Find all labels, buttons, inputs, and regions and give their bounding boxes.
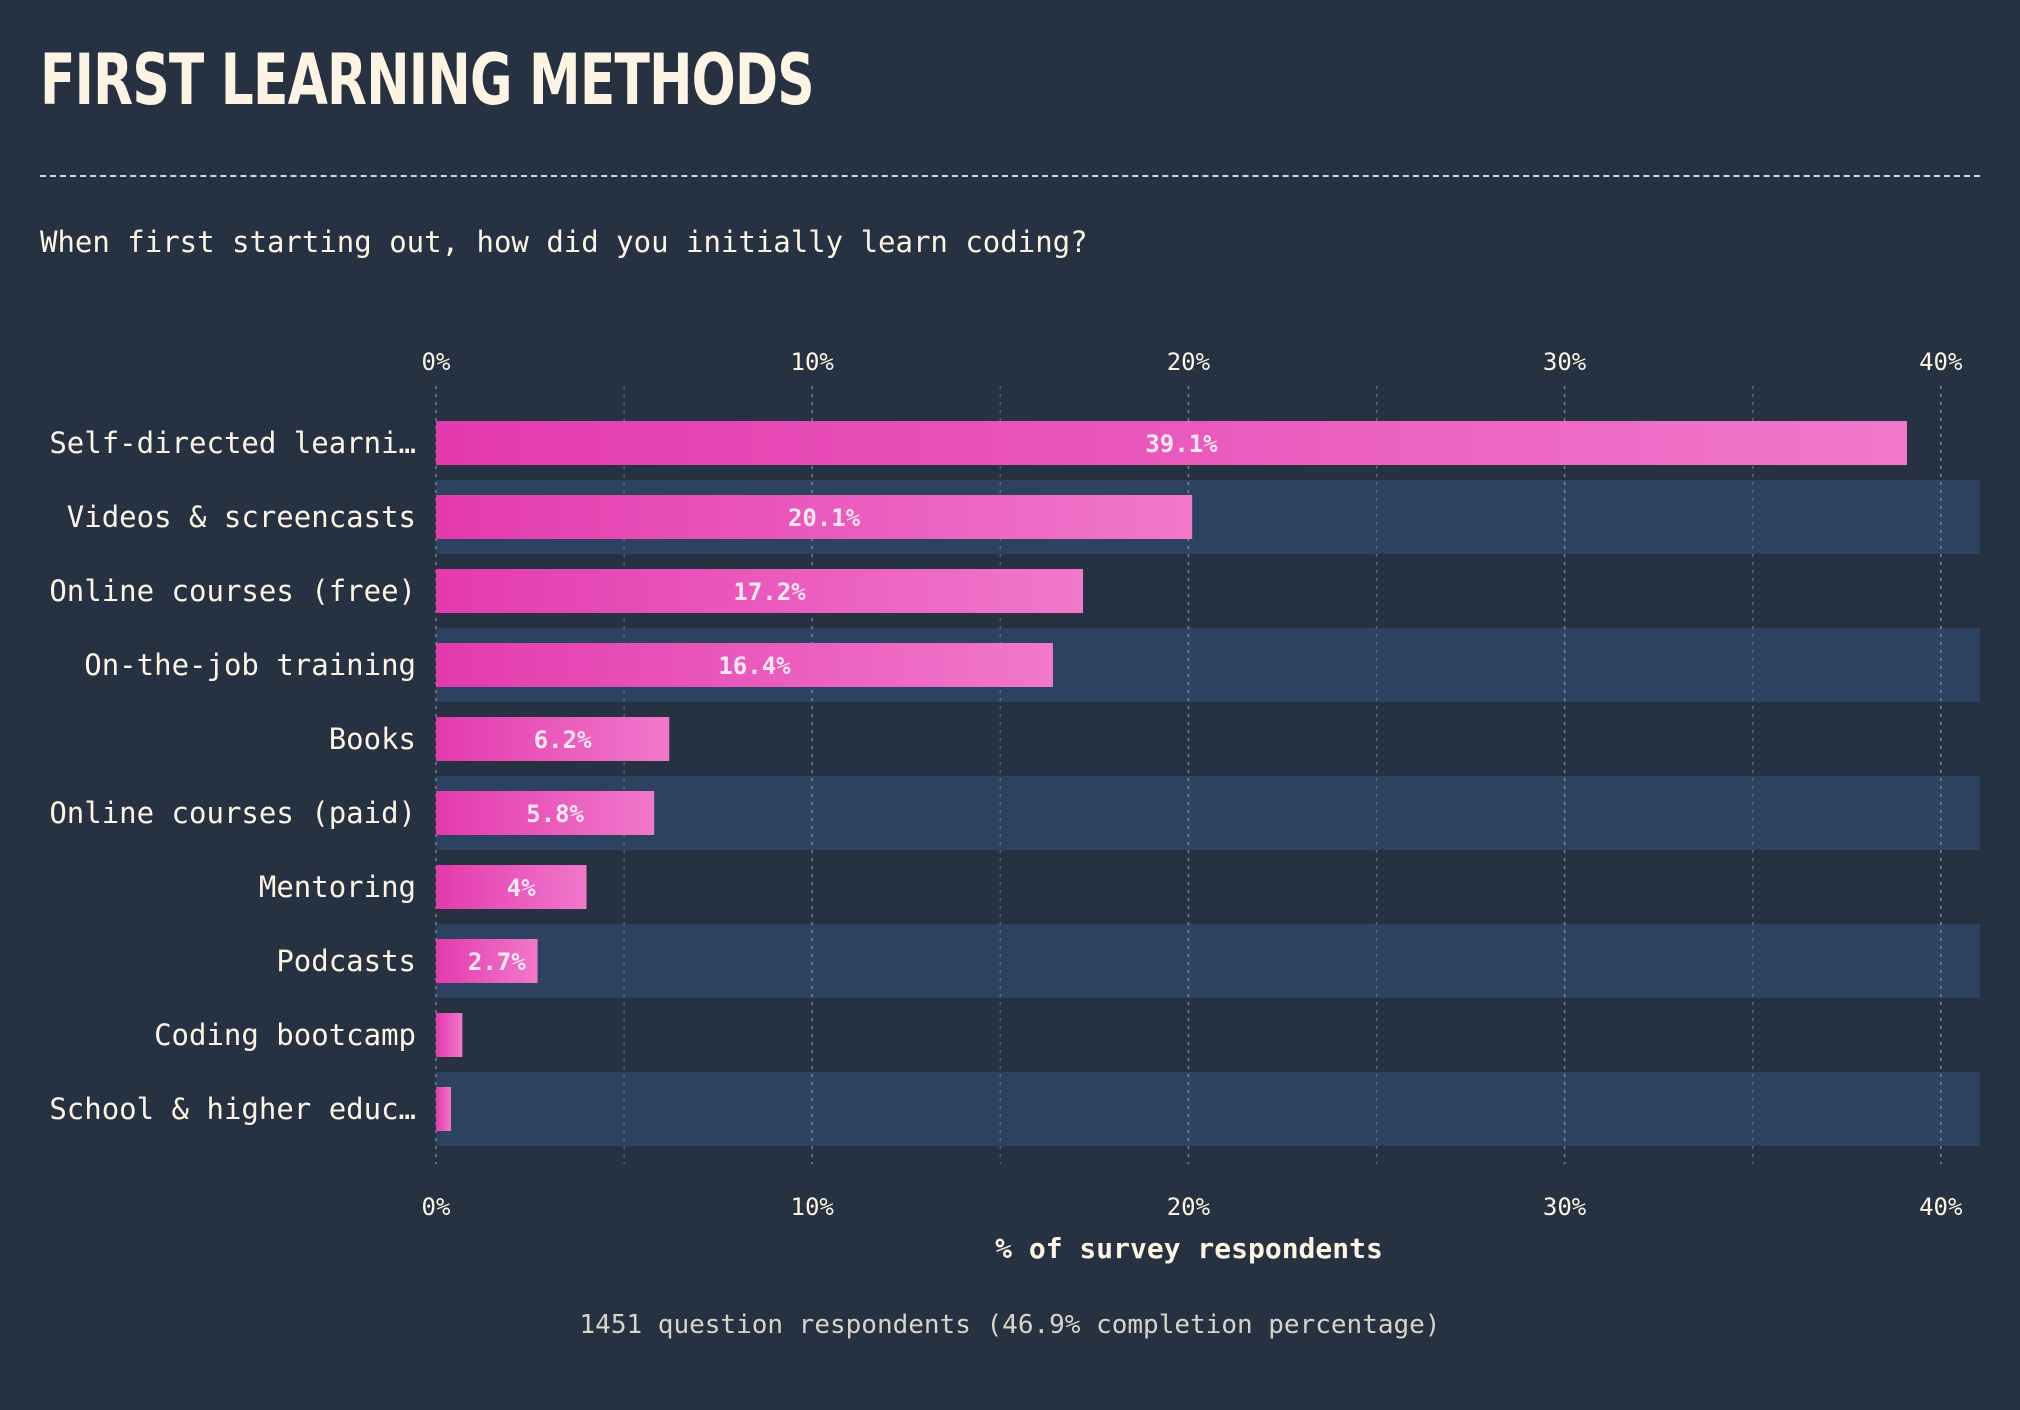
category-label: Podcasts — [276, 944, 416, 978]
bar — [436, 643, 1053, 687]
x-axis-title: % of survey respondents — [995, 1232, 1383, 1265]
category-label: Books — [329, 722, 416, 756]
x-tick-label-bottom: 30% — [1543, 1193, 1587, 1221]
category-label: Online courses (paid) — [49, 796, 416, 830]
x-tick-label-bottom: 40% — [1919, 1193, 1963, 1221]
row-band — [436, 924, 1980, 998]
x-tick-label-bottom: 0% — [422, 1193, 451, 1221]
survey-question: When first starting out, how did you ini… — [40, 225, 1088, 259]
bar-value-label: 2.7% — [468, 948, 526, 976]
x-tick-label-top: 40% — [1919, 348, 1963, 376]
x-tick-label-top: 0% — [422, 348, 451, 376]
bar — [436, 421, 1907, 465]
x-tick-label-bottom: 20% — [1167, 1193, 1211, 1221]
x-tick-label-top: 10% — [791, 348, 835, 376]
category-label: Coding bootcamp — [154, 1018, 416, 1052]
bar-value-label: 39.1% — [1145, 430, 1218, 458]
bar-value-label: 16.4% — [718, 652, 791, 680]
bar-value-label: 4% — [507, 874, 536, 902]
title-divider — [40, 175, 1980, 177]
category-label: Online courses (free) — [49, 574, 416, 608]
x-tick-label-top: 20% — [1167, 348, 1211, 376]
x-tick-label-top: 30% — [1543, 348, 1587, 376]
bar-value-label: 6.2% — [534, 726, 592, 754]
bar — [436, 1013, 463, 1057]
bar-value-label: 20.1% — [788, 504, 861, 532]
category-label: Videos & screencasts — [67, 500, 416, 534]
category-label: Self-directed learni… — [49, 426, 416, 460]
category-label: School & higher educ… — [49, 1092, 416, 1126]
category-label: Mentoring — [259, 870, 416, 904]
category-label: On-the-job training — [84, 648, 416, 682]
page-title: FIRST LEARNING METHODS — [40, 39, 815, 121]
bar — [436, 569, 1084, 613]
bar — [436, 865, 587, 909]
x-tick-label-bottom: 10% — [791, 1193, 835, 1221]
bar — [436, 939, 538, 983]
bar-value-label: 5.8% — [526, 800, 584, 828]
bar — [436, 495, 1193, 539]
bar — [436, 791, 655, 835]
row-band — [436, 1072, 1980, 1146]
bar — [436, 717, 670, 761]
row-band — [436, 776, 1980, 850]
bar — [436, 1087, 452, 1131]
respondents-note: 1451 question respondents (46.9% complet… — [579, 1310, 1441, 1340]
bar-value-label: 17.2% — [733, 578, 806, 606]
